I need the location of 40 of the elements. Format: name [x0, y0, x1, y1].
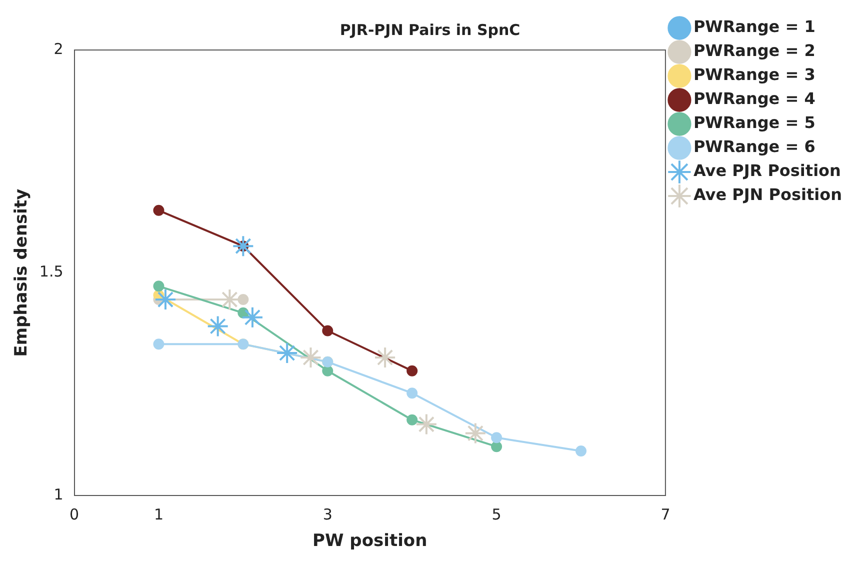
point	[153, 338, 164, 350]
point	[232, 235, 254, 258]
x-tick-label: 7	[660, 505, 670, 524]
x-tick-label: 1	[154, 505, 164, 524]
y-tick-label: 1.5	[39, 262, 64, 281]
point	[322, 365, 334, 376]
x-axis-title: PW position	[312, 531, 428, 552]
point	[153, 204, 164, 216]
point	[491, 441, 502, 452]
legend-label: PWRange = 5	[693, 113, 816, 132]
y-tick-label: 2	[54, 40, 64, 58]
point	[300, 346, 322, 368]
point	[406, 388, 418, 399]
point	[464, 422, 486, 444]
point	[491, 432, 502, 444]
point	[206, 315, 229, 338]
point	[322, 325, 334, 336]
y-axis-title: Emphasis density	[12, 188, 32, 357]
legend-label: PWRange = 6	[693, 137, 816, 156]
x-tick-label: 5	[492, 505, 502, 524]
point	[575, 446, 586, 457]
legend-label: PWRange = 1	[693, 17, 816, 36]
legend-label: PWRange = 3	[693, 65, 816, 84]
point	[238, 294, 249, 306]
point	[153, 280, 164, 292]
point	[241, 306, 264, 328]
legend-label: PWRange = 2	[693, 41, 816, 60]
legend-label: PWRange = 4	[693, 89, 816, 108]
legend-label: Ave PJR Position	[693, 161, 841, 180]
x-tick-label: 3	[322, 505, 332, 524]
point	[406, 365, 418, 376]
point	[374, 346, 396, 368]
point	[406, 414, 418, 426]
chart-title: PJR-PJN Pairs in SpnC	[340, 20, 520, 39]
legend-label: Ave PJN Position	[693, 185, 842, 204]
point	[415, 413, 438, 436]
y-tick-label: 1	[54, 485, 64, 504]
point	[276, 342, 298, 364]
x-tick-label: 0	[69, 505, 80, 524]
point	[154, 288, 176, 311]
